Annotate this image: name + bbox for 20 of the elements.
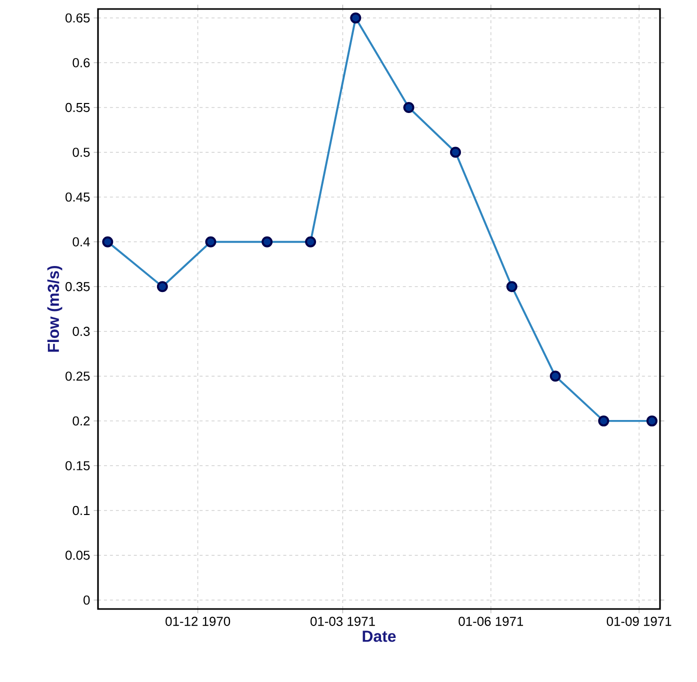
y-tick-label: 0.3	[72, 326, 90, 336]
y-tick-label: 0.55	[66, 102, 90, 112]
y-tick-label: 0.25	[66, 372, 90, 381]
x-tick-label: 01-09 1971	[606, 616, 672, 626]
y-tick-label: 0.65	[66, 13, 90, 23]
y-tick-label: 0.35	[66, 282, 90, 292]
y-tick-label: 0.05	[66, 550, 90, 560]
y-tick-label: 0.6	[72, 58, 90, 68]
y-tick-label: 0.15	[66, 461, 90, 470]
y-tick-label: 0.5	[72, 148, 90, 157]
y-tick-label: 0.1	[72, 506, 90, 516]
x-tick-label: 01-06 1971	[458, 616, 524, 626]
y-axis-title: Flow (m3/s)	[47, 266, 62, 352]
y-tick-label: 0	[84, 595, 90, 605]
x-axis-title: Date	[362, 630, 396, 642]
x-tick-label: 01-03 1971	[310, 616, 375, 626]
y-tick-label: 0.45	[66, 192, 90, 202]
x-tick-label: 01-12 1970	[166, 616, 230, 626]
y-tick-label: 0.4	[72, 237, 90, 246]
y-tick-label: 0.2	[72, 416, 90, 426]
